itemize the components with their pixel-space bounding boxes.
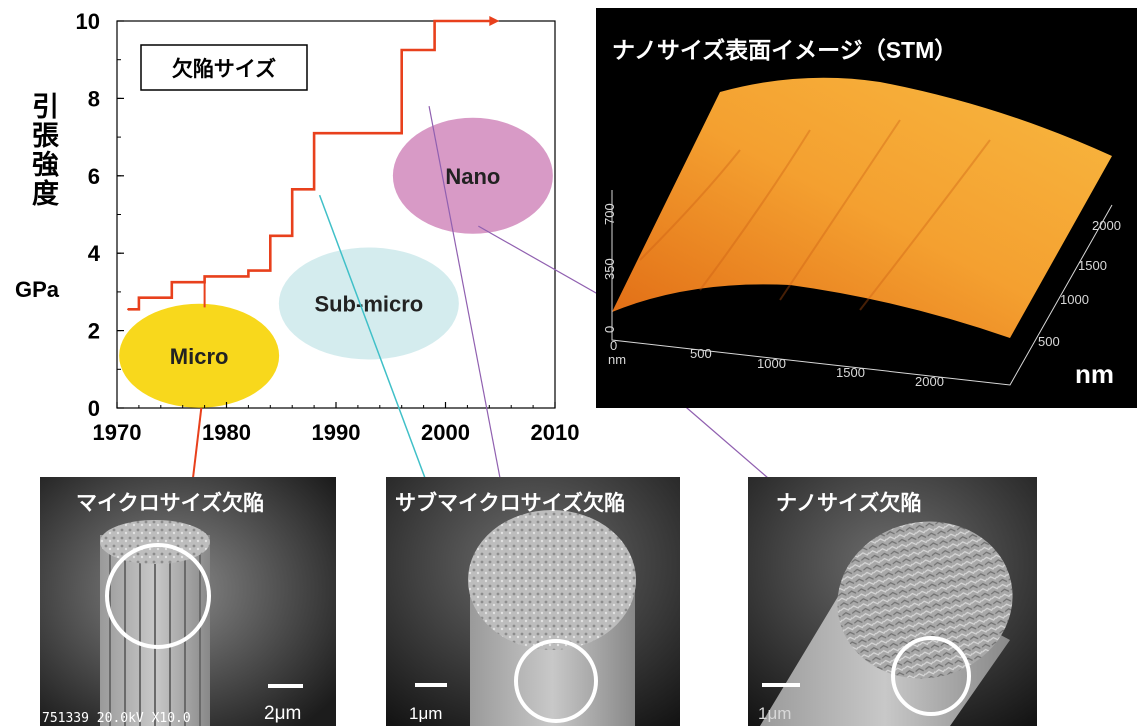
region-micro — [119, 303, 280, 408]
stm-y-tick-1000: 1000 — [1060, 292, 1089, 307]
sem1-footer: 751339 20.0kV X10.0 — [42, 711, 191, 726]
x-tick-label: 1990 — [312, 420, 361, 445]
strength-point — [138, 296, 140, 299]
stm-surface — [612, 77, 1112, 338]
strength-point — [400, 132, 403, 135]
y-axis-unit: GPa — [15, 277, 60, 302]
strength-point — [313, 188, 315, 191]
y-tick-label: 8 — [88, 86, 100, 111]
sem1-title: マイクロサイズ欠陥 — [76, 491, 264, 515]
strength-point — [247, 269, 250, 272]
stm-title: ナノサイズ表面イメージ（STM） — [612, 37, 957, 63]
region-nano — [392, 117, 553, 234]
stm-x-unit: nm — [608, 352, 626, 367]
sem-image-micro: マイクロサイズ欠陥 2μm 751339 20.0kV X10.0 — [40, 477, 336, 726]
strength-point — [203, 281, 206, 284]
y-tick-label: 0 — [88, 396, 100, 421]
stm-x-tick-1000: 1000 — [757, 356, 786, 371]
sem1-highlight-circle — [105, 543, 211, 649]
strength-point — [170, 281, 173, 284]
strength-point — [170, 296, 173, 299]
y-tick-label: 10 — [76, 9, 100, 34]
stm-axes — [611, 190, 1113, 386]
sem2-title: サブマイクロサイズ欠陥 — [395, 491, 625, 515]
sem3-title: ナノサイズ欠陥 — [776, 491, 921, 515]
stm-image-panel: ナノサイズ表面イメージ（STM） 0 350 700 0 nm 500 1000… — [596, 8, 1137, 408]
strength-point — [247, 275, 250, 278]
strength-series-line — [128, 19, 490, 311]
strength-point — [400, 49, 403, 51]
sem-image-nano: ナノサイズ欠陥 1μm — [748, 477, 1037, 726]
nano-connector-chart — [428, 106, 501, 479]
x-tick-label: 1970 — [93, 420, 142, 445]
legend-box — [140, 44, 308, 91]
micro-connector — [192, 407, 203, 479]
x-tick-label: 1980 — [202, 420, 251, 445]
stm-x-tick-500: 500 — [690, 346, 712, 361]
nano-connector-sem — [679, 401, 769, 479]
y-tick-label: 6 — [88, 164, 100, 189]
strength-point — [313, 132, 315, 135]
region-sub-micro — [278, 247, 459, 360]
sub-micro-connector — [318, 194, 426, 479]
strength-point — [138, 308, 140, 311]
x-tick-label: 2000 — [421, 420, 470, 445]
strength-point — [203, 275, 206, 278]
stm-x-tick-0: 0 — [610, 338, 617, 353]
stm-y-tick-1500: 1500 — [1078, 258, 1107, 273]
strength-point — [433, 49, 436, 51]
series-arrowhead — [489, 16, 500, 26]
sem2-scale-label: 1μm — [409, 704, 442, 723]
y-tick-label: 2 — [88, 319, 100, 344]
strength-point — [291, 234, 294, 237]
strength-point — [433, 20, 436, 22]
strength-point — [269, 234, 272, 237]
region-label: Sub-micro — [314, 292, 423, 317]
stm-y-tick-2000: 2000 — [1092, 218, 1121, 233]
sem3-highlight-circle — [891, 636, 971, 716]
stm-x-tick-2000: 2000 — [915, 374, 944, 389]
region-label: Micro — [170, 344, 229, 369]
stm-z-tick-700: 700 — [602, 203, 617, 225]
sem3-scale-label: 1μm — [758, 704, 791, 723]
stm-z-tick-350: 350 — [602, 258, 617, 280]
y-axis-label: 引張強度 — [28, 92, 59, 208]
strength-point — [291, 188, 294, 191]
sem1-scale-label: 2μm — [264, 703, 301, 724]
region-label: Nano — [445, 164, 500, 189]
x-tick-label: 2010 — [531, 420, 580, 445]
strength-point — [127, 308, 129, 311]
stm-y-tick-500: 500 — [1038, 334, 1060, 349]
sem2-highlight-circle — [514, 639, 598, 723]
strength-point — [269, 269, 272, 272]
sem-image-sub-micro: サブマイクロサイズ欠陥 1μm — [386, 477, 680, 726]
legend-box-label: 欠陥サイズ — [172, 57, 276, 81]
y-tick-label: 4 — [88, 241, 101, 266]
stm-z-tick-0: 0 — [602, 326, 617, 333]
stm-x-tick-1500: 1500 — [836, 365, 865, 380]
stm-unit-label: nm — [1075, 359, 1114, 389]
